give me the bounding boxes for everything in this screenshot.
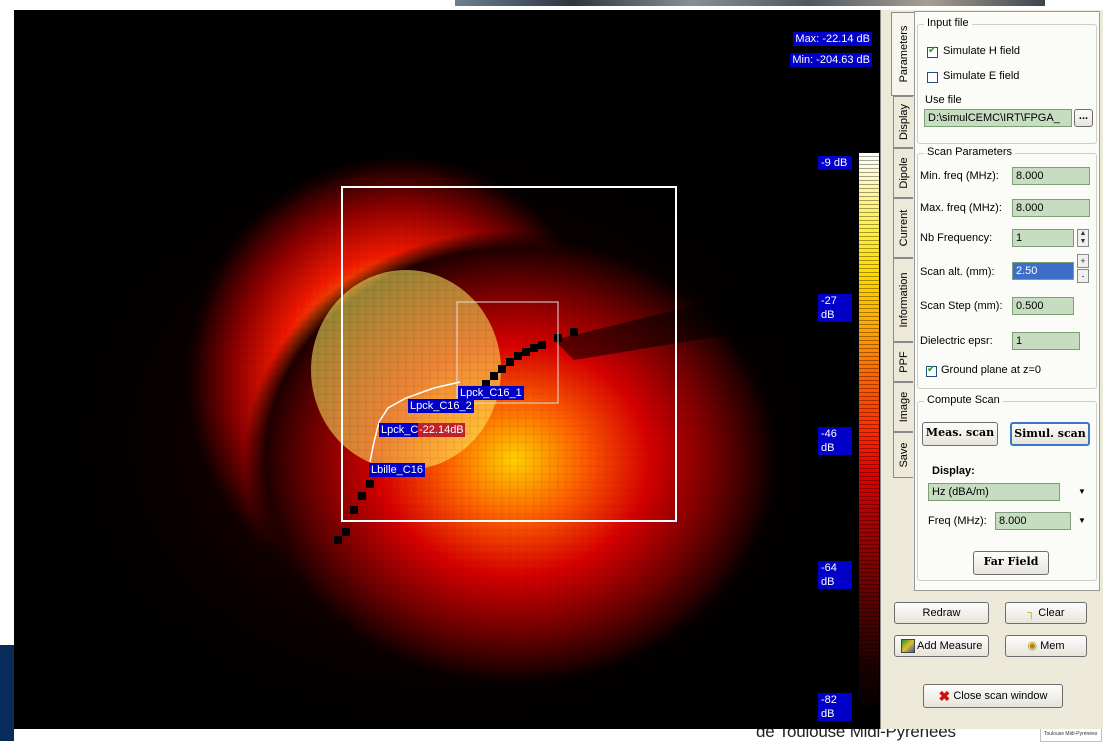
max-freq-label: Max. freq (MHz): xyxy=(920,202,1002,214)
clear-label: Clear xyxy=(1038,607,1065,619)
simulate-e-label: Simulate E field xyxy=(943,70,1020,82)
scan-alt-label: Scan alt. (mm): xyxy=(920,266,995,278)
net-label-lpck-c16-2[interactable]: Lpck_C16_2 xyxy=(408,399,474,413)
dielectric-epsr-label: Dielectric epsr: xyxy=(920,335,993,347)
tab-image[interactable]: Image xyxy=(893,382,913,432)
field-map-plot[interactable]: Max: -22.14 dB Min: -204.63 dB -9 dB -27… xyxy=(14,10,880,729)
compute-scan-group: Compute Scan Meas. scan Simul. scan Disp… xyxy=(917,394,1097,581)
tab-information[interactable]: Information xyxy=(893,258,913,342)
simulate-h-checkbox[interactable] xyxy=(927,45,938,58)
slide-blue-band xyxy=(0,645,14,741)
memory-icon: ◉ xyxy=(1027,640,1038,653)
tab-strip: Parameters Display Dipole Current Inform… xyxy=(881,10,915,490)
parameters-page: Input file Simulate H field Simulate E f… xyxy=(914,11,1100,591)
peak-value-label: -22.14dB xyxy=(418,423,465,437)
scale-label-bottom: -82 dB xyxy=(818,693,852,721)
mem-button[interactable]: ◉ Mem xyxy=(1005,635,1087,657)
scan-step-field[interactable]: 0.500 xyxy=(1012,297,1074,315)
scan-alt-plus-button[interactable]: + xyxy=(1077,254,1089,268)
tab-save[interactable]: Save xyxy=(893,432,913,478)
field-map-svg xyxy=(14,10,880,729)
ground-plane-label: Ground plane at z=0 xyxy=(941,364,1041,376)
logo-text: Toulouse Midi-Pyrénées xyxy=(1044,731,1098,737)
freq-select[interactable]: 8.000 xyxy=(995,512,1071,530)
tab-parameters[interactable]: Parameters xyxy=(891,12,915,96)
display-dropdown-icon[interactable]: ▼ xyxy=(1078,487,1086,496)
tab-current[interactable]: Current xyxy=(893,198,913,258)
nb-frequency-field[interactable]: 1 xyxy=(1012,229,1074,247)
scale-label-2: -27 dB xyxy=(818,294,852,322)
input-file-title: Input file xyxy=(924,17,972,29)
file-path-field[interactable]: D:\simulCEMC\IRT\FPGA_ xyxy=(924,109,1072,127)
meas-scan-button[interactable]: Meas. scan xyxy=(922,422,998,446)
min-value-label: Min: -204.63 dB xyxy=(790,53,872,67)
net-label-lpck-c[interactable]: Lpck_C xyxy=(379,423,421,437)
min-freq-label: Min. freq (MHz): xyxy=(920,170,999,182)
scan-parameters-title: Scan Parameters xyxy=(924,146,1015,158)
nb-frequency-label: Nb Frequency: xyxy=(920,232,993,244)
close-scan-window-button[interactable]: ✖ Close scan window xyxy=(923,684,1063,708)
nb-frequency-spinner[interactable]: ▲ ▼ xyxy=(1077,229,1089,247)
add-measure-label: Add Measure xyxy=(917,640,983,652)
redraw-button[interactable]: Redraw xyxy=(894,602,989,624)
tab-ppf[interactable]: PPF xyxy=(893,342,913,382)
scan-step-label: Scan Step (mm): xyxy=(920,300,1003,312)
simulate-h-label: Simulate H field xyxy=(943,45,1021,57)
mem-label: Mem xyxy=(1040,640,1065,652)
broom-icon: ┐ xyxy=(1027,607,1036,620)
scan-alt-minus-button[interactable]: - xyxy=(1077,269,1089,283)
freq-label: Freq (MHz): xyxy=(928,515,987,527)
net-label-lbille-c16[interactable]: Lbille_C16 xyxy=(369,463,425,477)
dielectric-epsr-field[interactable]: 1 xyxy=(1012,332,1080,350)
browse-button[interactable]: ... xyxy=(1074,109,1093,127)
far-field-button[interactable]: Far Field xyxy=(973,551,1049,575)
scan-region-box[interactable] xyxy=(341,186,677,522)
scale-label-top: -9 dB xyxy=(818,156,852,170)
scale-label-4: -64 dB xyxy=(818,561,852,589)
simul-scan-button[interactable]: Simul. scan xyxy=(1010,422,1090,446)
tab-display[interactable]: Display xyxy=(893,96,913,148)
ground-plane-checkbox[interactable] xyxy=(926,364,937,377)
display-select[interactable]: Hz (dBA/m) xyxy=(928,483,1060,501)
control-panel: Parameters Display Dipole Current Inform… xyxy=(880,10,1103,729)
clear-button[interactable]: ┐ Clear xyxy=(1005,602,1087,624)
max-value-label: Max: -22.14 dB xyxy=(793,32,872,46)
compute-scan-title: Compute Scan xyxy=(924,394,1003,406)
background-photo-strip xyxy=(455,0,1045,6)
tab-dipole[interactable]: Dipole xyxy=(893,148,913,198)
close-scan-window-label: Close scan window xyxy=(953,690,1048,702)
color-scale-bar xyxy=(859,153,879,708)
min-freq-field[interactable]: 8.000 xyxy=(1012,167,1090,185)
close-icon: ✖ xyxy=(938,688,951,705)
display-label: Display: xyxy=(932,465,975,477)
freq-dropdown-icon[interactable]: ▼ xyxy=(1078,516,1086,525)
net-trace xyxy=(369,381,461,463)
scan-alt-field[interactable]: 2.50 xyxy=(1012,262,1074,280)
max-freq-field[interactable]: 8.000 xyxy=(1012,199,1090,217)
add-measure-button[interactable]: Add Measure xyxy=(894,635,989,657)
net-label-lpck-c16-1[interactable]: Lpck_C16_1 xyxy=(458,386,524,400)
map-icon xyxy=(900,639,915,654)
scale-label-3: -46 dB xyxy=(818,427,852,455)
input-file-group: Input file Simulate H field Simulate E f… xyxy=(917,17,1097,144)
scan-parameters-group: Scan Parameters Min. freq (MHz): 8.000 M… xyxy=(917,146,1097,389)
component-box[interactable] xyxy=(456,301,559,404)
simulate-e-checkbox[interactable] xyxy=(927,72,938,83)
use-file-label: Use file xyxy=(925,94,962,106)
